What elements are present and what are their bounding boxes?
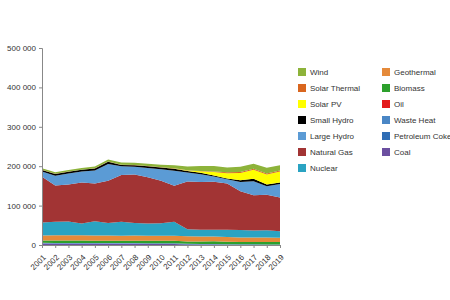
tick-mark <box>82 245 83 248</box>
legend-swatch <box>382 68 390 76</box>
tick-mark <box>55 245 56 248</box>
legend-label: Small Hydro <box>310 116 354 125</box>
legend-swatch <box>382 100 390 108</box>
tick-mark <box>39 245 42 246</box>
tick-mark <box>39 127 42 128</box>
legend-swatch <box>298 164 306 172</box>
tick-mark <box>280 245 281 248</box>
legend-item: Coal <box>382 148 411 157</box>
legend: Wind Solar Thermal Solar PV Small Hydro Larg… <box>298 68 450 173</box>
tick: 200 000 <box>7 162 42 171</box>
legend-item: Wind <box>298 68 328 77</box>
axis-line <box>43 246 281 249</box>
legend-label: Coal <box>394 148 411 157</box>
legend-swatch <box>382 132 390 140</box>
y-axis: 0 100 000 200 000 300 000 400 000 500 000 <box>7 44 42 250</box>
legend-item: Biomass <box>382 84 425 93</box>
legend-item: Solar Thermal <box>298 84 360 93</box>
legend-swatch <box>298 100 306 108</box>
tick: 300 000 <box>7 123 42 132</box>
tick-mark <box>148 245 149 248</box>
tick: 2019 <box>267 245 286 272</box>
legend-swatch <box>298 68 306 76</box>
chart: 0 100 000 200 000 300 000 400 000 500 000 2001… <box>0 0 450 300</box>
legend-label: Solar PV <box>310 100 342 109</box>
tick-mark <box>267 245 268 248</box>
tick-mark <box>254 245 255 248</box>
legend-swatch <box>382 84 390 92</box>
tick-mark <box>174 245 175 248</box>
tick-label: 0 <box>32 241 37 250</box>
tick-mark <box>121 245 122 248</box>
legend-swatch <box>298 132 306 140</box>
tick-mark <box>187 245 188 248</box>
tick-mark <box>39 87 42 88</box>
legend-item: Petroleum Coke <box>382 132 450 141</box>
legend-label: Natural Gas <box>310 148 353 157</box>
tick-mark <box>95 245 96 248</box>
legend-item: Small Hydro <box>298 116 354 125</box>
tick: 0 <box>32 241 42 250</box>
legend-swatch <box>298 148 306 156</box>
tick-label: 2019 <box>267 253 286 272</box>
tick-mark <box>201 245 202 248</box>
tick-mark <box>214 245 215 248</box>
tick: 400 000 <box>7 83 42 92</box>
legend-item: Geothermal <box>382 68 436 77</box>
tick-mark <box>161 245 162 248</box>
tick-mark <box>39 166 42 167</box>
tick-mark <box>135 245 136 248</box>
tick-mark <box>42 245 43 248</box>
tick-label: 400 000 <box>7 83 36 92</box>
legend-label: Geothermal <box>394 68 436 77</box>
tick: 100 000 <box>7 202 42 211</box>
legend-label: Nuclear <box>310 164 338 173</box>
tick-label: 500 000 <box>7 44 36 53</box>
legend-item: Oil <box>382 100 404 109</box>
legend-label: Wind <box>310 68 328 77</box>
legend-item: Large Hydro <box>298 132 355 141</box>
axis-line <box>39 49 43 246</box>
legend-item: Natural Gas <box>298 148 353 157</box>
tick-mark <box>240 245 241 248</box>
legend-label: Petroleum Coke <box>394 132 450 141</box>
legend-item: Solar PV <box>298 100 342 109</box>
legend-swatch <box>298 84 306 92</box>
tick-mark <box>108 245 109 248</box>
tick: 500 000 <box>7 44 42 53</box>
legend-label: Oil <box>394 100 404 109</box>
legend-item: Waste Heat <box>382 116 436 125</box>
tick-label: 200 000 <box>7 162 36 171</box>
plot-area <box>42 160 280 245</box>
tick-label: 300 000 <box>7 123 36 132</box>
legend-swatch <box>382 148 390 156</box>
tick-mark <box>68 245 69 248</box>
tick-mark <box>39 206 42 207</box>
legend-label: Solar Thermal <box>310 84 360 93</box>
legend-label: Waste Heat <box>394 116 436 125</box>
legend-label: Biomass <box>394 84 425 93</box>
legend-swatch <box>298 116 306 124</box>
tick-mark <box>39 48 42 49</box>
legend-item: Nuclear <box>298 164 338 173</box>
x-axis: 2001200220032004200520062007200820092010… <box>29 245 286 272</box>
tick-label: 100 000 <box>7 202 36 211</box>
tick-mark <box>227 245 228 248</box>
legend-swatch <box>382 116 390 124</box>
legend-label: Large Hydro <box>310 132 355 141</box>
area <box>42 160 280 174</box>
